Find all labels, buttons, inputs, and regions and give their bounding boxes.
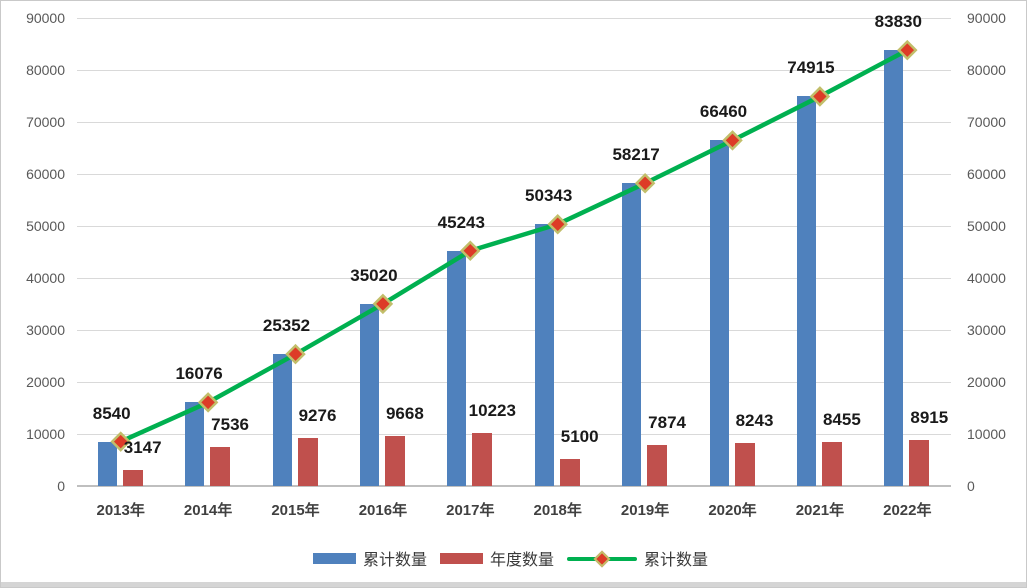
data-label-annual-2022年: 8915 [910, 407, 949, 427]
bar-cumulative-2013年 [97, 441, 117, 486]
data-label-cumulative-2017年: 45243 [437, 212, 485, 232]
bar-cumulative-2017年 [447, 250, 467, 486]
legend-diamond-marker-icon [593, 550, 611, 567]
y-axis-tick-label-right: 0 [967, 478, 975, 494]
data-label-annual-2014年: 7536 [211, 414, 249, 434]
data-label-cumulative-2016年: 35020 [350, 265, 398, 285]
data-label-annual-2021年: 8455 [822, 410, 861, 430]
bar-annual-2013年 [122, 469, 143, 486]
data-label-annual-2018年: 5100 [560, 427, 599, 447]
bar-annual-2019年 [647, 445, 668, 486]
bar-annual-2017年 [472, 432, 493, 486]
y-axis-tick-label-left: 50000 [26, 218, 65, 234]
legend-swatch-cumulative-bar [312, 552, 356, 564]
x-axis-label-2021年: 2021年 [795, 502, 845, 519]
gridline [77, 277, 951, 279]
y-axis-tick-label-right: 40000 [967, 270, 1006, 286]
x-axis-label-2019年: 2019年 [620, 502, 670, 519]
y-axis-tick-label-right: 50000 [967, 218, 1006, 234]
y-axis-tick-label-left: 80000 [26, 62, 65, 78]
x-axis-label-2014年: 2014年 [183, 502, 233, 519]
bar-annual-2014年 [210, 446, 231, 486]
x-axis-label-2017年: 2017年 [446, 502, 495, 519]
gridline [77, 329, 951, 331]
data-label-annual-2019年: 7874 [648, 413, 686, 433]
gridline [77, 121, 951, 123]
bar-annual-2021年 [821, 442, 842, 486]
y-axis-tick-label-left: 70000 [26, 114, 65, 130]
y-axis-tick-label-right: 30000 [967, 322, 1006, 338]
y-axis-tick-label-right: 20000 [967, 374, 1006, 390]
data-label-annual-2016年: 9668 [385, 403, 424, 423]
gridline [77, 17, 951, 19]
y-axis-tick-label-right: 90000 [967, 10, 1006, 26]
legend-swatch-annual-bar [439, 552, 483, 564]
data-label-cumulative-2013年: 8540 [92, 403, 131, 423]
data-label-annual-2013年: 3147 [123, 437, 162, 457]
bar-annual-2015年 [297, 437, 318, 486]
y-axis-tick-label-left: 30000 [26, 322, 65, 338]
legend-label-cumulative-bar: 累计数量 [362, 552, 427, 569]
gridline [77, 173, 951, 175]
legend: 累计数量 年度数量 累计数量 [1, 546, 1026, 570]
bar-cumulative-2016年 [359, 303, 379, 486]
bar-annual-2016年 [384, 435, 405, 486]
chart-bottom-edge [1, 582, 1026, 587]
x-axis-label-2013年: 2013年 [96, 502, 145, 519]
bar-annual-2018年 [559, 459, 580, 486]
data-label-cumulative-2015年: 25352 [262, 316, 311, 336]
x-axis-label-2022年: 2022年 [883, 502, 932, 519]
y-axis-tick-label-left: 10000 [26, 426, 65, 442]
gridline [77, 225, 951, 227]
y-axis-tick-label-right: 70000 [967, 114, 1006, 130]
x-axis-label-2018年: 2018年 [533, 502, 582, 519]
data-label-annual-2015年: 9276 [298, 405, 337, 425]
data-label-cumulative-2014年: 16076 [175, 364, 223, 384]
y-axis-tick-label-left: 60000 [26, 166, 65, 182]
data-label-cumulative-2021年: 74915 [787, 58, 835, 78]
y-axis-tick-label-left: 40000 [26, 270, 65, 286]
y-axis-tick-label-left: 90000 [26, 10, 65, 26]
bar-annual-2020年 [734, 443, 755, 486]
data-label-annual-2020年: 8243 [735, 411, 774, 431]
bar-annual-2022年 [909, 439, 930, 486]
x-axis-line [77, 485, 951, 487]
x-axis-label-2020年: 2020年 [708, 502, 757, 519]
legend-label-cumulative-line: 累计数量 [644, 552, 709, 569]
y-axis-tick-label-right: 80000 [967, 62, 1006, 78]
data-label-annual-2017年: 10223 [468, 400, 516, 420]
y-axis-tick-label-left: 0 [57, 478, 65, 494]
legend-label-annual-bar: 年度数量 [489, 552, 554, 569]
legend-line-sample [567, 550, 637, 567]
data-label-cumulative-2018年: 50343 [525, 186, 573, 206]
data-label-cumulative-2020年: 66460 [699, 102, 748, 122]
x-axis-label-2015年: 2015年 [271, 502, 320, 519]
y-axis-tick-label-left: 20000 [26, 374, 65, 390]
data-label-cumulative-2019年: 58217 [612, 145, 660, 165]
x-axis-label-2016年: 2016年 [358, 502, 408, 519]
y-axis-tick-label-right: 10000 [967, 426, 1006, 442]
data-label-cumulative-2022年: 83830 [874, 12, 922, 32]
y-axis-tick-label-right: 60000 [967, 166, 1006, 182]
bar-cumulative-2020年 [709, 140, 729, 486]
